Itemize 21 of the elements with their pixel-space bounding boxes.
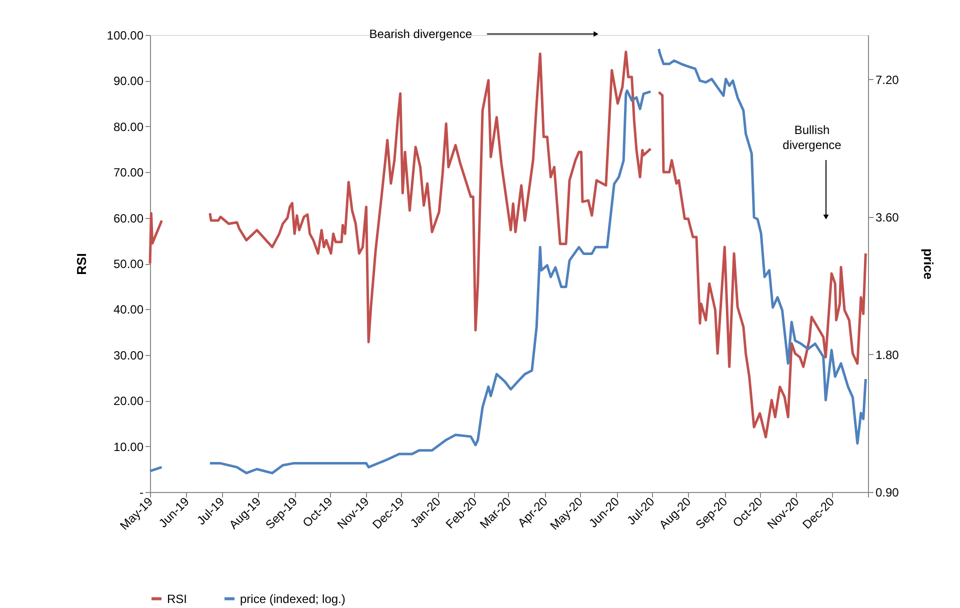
annotation: Bearish divergence [369, 27, 472, 41]
y2-tick-label: 0.90 [876, 486, 900, 500]
y2-tick-label: 7.20 [876, 72, 900, 87]
y-tick-label: 100.00 [106, 28, 144, 42]
y-tick-label: 30.00 [113, 348, 144, 362]
annotation: Bullish divergence [782, 123, 842, 152]
y2-tick-label: 3.60 [876, 210, 900, 224]
y-tick-label: 50.00 [113, 257, 144, 271]
y-tick-label: 10.00 [113, 440, 144, 454]
y-tick-label: 80.00 [113, 120, 144, 134]
y2-tick-label: 1.80 [876, 348, 900, 362]
y-tick-label: 90.00 [113, 74, 144, 88]
y2-axis-title: price [920, 248, 936, 280]
y-tick-label: 70.00 [113, 166, 144, 180]
legend-label: RSI [167, 592, 188, 606]
y-tick-label: 40.00 [113, 302, 144, 317]
y-tick-label: 20.00 [113, 394, 144, 408]
y-tick-label: 60.00 [113, 211, 144, 226]
y-axis-title: RSI [74, 253, 89, 275]
legend-label: price (indexed; log.) [240, 592, 346, 606]
y-tick-label: - [140, 486, 144, 500]
